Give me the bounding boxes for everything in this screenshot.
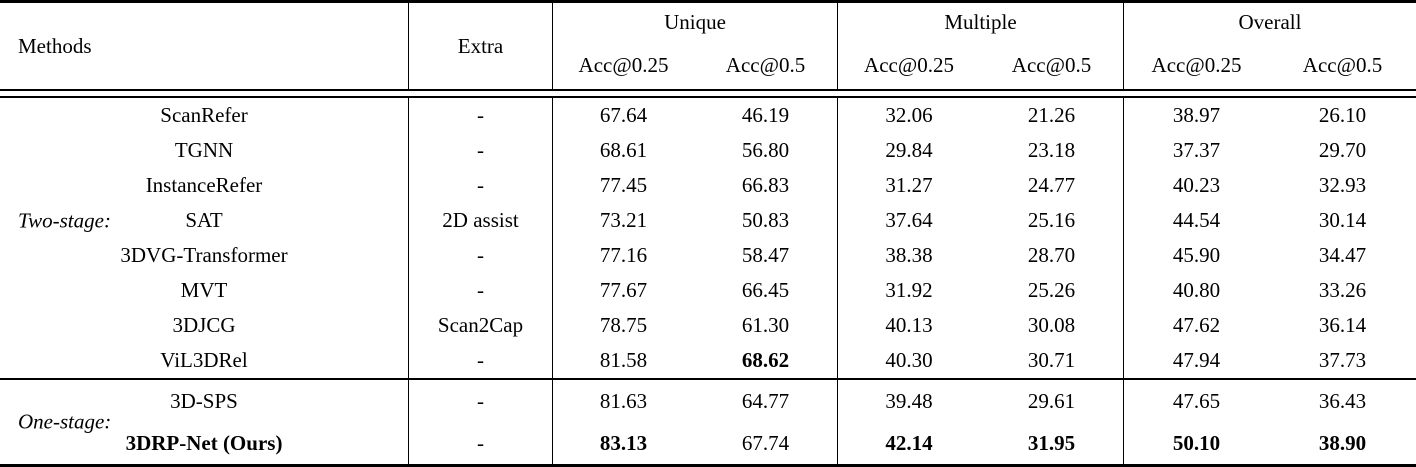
extra-value: - xyxy=(408,422,552,464)
multiple-acc025-value: 37.64 xyxy=(837,203,980,238)
method-name: ScanRefer xyxy=(160,103,248,127)
method-name: MVT xyxy=(180,278,228,302)
method-name: ViL3DRel xyxy=(160,348,248,372)
unique-acc025-value: 67.64 xyxy=(552,98,694,133)
multiple-acc025-value: 31.27 xyxy=(837,168,980,203)
multiple-acc05-value: 23.18 xyxy=(1027,138,1076,162)
overall-acc025-value: 47.65 xyxy=(1123,380,1269,422)
unique-acc025-value: 78.75 xyxy=(552,308,694,343)
stage-label-two-stage: Two-stage: xyxy=(18,208,111,233)
multiple-acc025-value: 40.30 xyxy=(837,343,980,378)
header-multiple-acc05: Acc@0.5 xyxy=(1011,52,1092,77)
overall-acc025-value: 38.97 xyxy=(1123,98,1269,133)
overall-acc05-value: 34.47 xyxy=(1318,243,1367,267)
method-name: TGNN xyxy=(174,138,234,162)
unique-acc025-value: 68.61 xyxy=(552,133,694,168)
overall-acc025-value: 47.94 xyxy=(1123,343,1269,378)
table-header: Methods Extra Unique Multiple Overall Ac… xyxy=(0,3,1416,89)
method-name: InstanceRefer xyxy=(145,173,263,197)
overall-acc05-value: 33.26 xyxy=(1318,278,1367,302)
unique-acc05-value: 46.19 xyxy=(741,103,790,127)
unique-acc05-value: 67.74 xyxy=(741,430,790,455)
multiple-acc025-value: 31.92 xyxy=(837,273,980,308)
header-extra: Extra xyxy=(408,3,552,89)
extra-value: - xyxy=(408,238,552,273)
header-group-multiple: Multiple xyxy=(837,3,1123,41)
method-name: 3DVG-Transformer xyxy=(120,243,288,267)
method-name: SAT xyxy=(185,208,223,232)
multiple-acc025-value: 42.14 xyxy=(837,422,980,464)
multiple-acc05-value: 25.26 xyxy=(1027,278,1076,302)
stage-label-one-stage: One-stage: xyxy=(18,409,112,434)
unique-acc05-value: 56.80 xyxy=(741,138,790,162)
unique-acc025-value: 77.45 xyxy=(552,168,694,203)
extra-value: 2D assist xyxy=(408,203,552,238)
multiple-acc05-value: 31.95 xyxy=(1027,430,1076,455)
unique-acc025-value: 81.63 xyxy=(552,380,694,422)
unique-acc05-value: 61.30 xyxy=(741,313,790,337)
unique-acc025-value: 81.58 xyxy=(552,343,694,378)
unique-acc05-value: 66.45 xyxy=(741,278,790,302)
multiple-acc025-value: 40.13 xyxy=(837,308,980,343)
overall-acc025-value: 45.90 xyxy=(1123,238,1269,273)
multiple-acc025-value: 38.38 xyxy=(837,238,980,273)
multiple-acc025-value: 29.84 xyxy=(837,133,980,168)
method-name: 3D-SPS xyxy=(170,388,238,413)
overall-acc025-value: 50.10 xyxy=(1123,422,1269,464)
unique-acc05-value: 68.62 xyxy=(741,348,790,372)
header-overall-acc025: Acc@0.25 xyxy=(1123,41,1269,89)
extra-value: - xyxy=(408,98,552,133)
header-double-rule xyxy=(0,89,1416,98)
overall-acc025-value: 44.54 xyxy=(1123,203,1269,238)
unique-acc025-value: 77.16 xyxy=(552,238,694,273)
multiple-acc05-value: 30.71 xyxy=(1027,348,1076,372)
multiple-acc05-value: 29.61 xyxy=(1027,388,1076,413)
multiple-acc05-value: 28.70 xyxy=(1027,243,1076,267)
overall-acc05-value: 26.10 xyxy=(1318,103,1367,127)
overall-acc025-value: 40.80 xyxy=(1123,273,1269,308)
extra-value: - xyxy=(408,343,552,378)
unique-acc05-value: 64.77 xyxy=(741,388,790,413)
overall-acc025-value: 37.37 xyxy=(1123,133,1269,168)
multiple-acc05-value: 25.16 xyxy=(1027,208,1076,232)
overall-acc025-value: 47.62 xyxy=(1123,308,1269,343)
header-multiple-acc025: Acc@0.25 xyxy=(837,41,980,89)
overall-acc05-value: 38.90 xyxy=(1318,430,1367,455)
extra-value: - xyxy=(408,273,552,308)
overall-acc05-value: 30.14 xyxy=(1318,208,1367,232)
extra-value: - xyxy=(408,168,552,203)
multiple-acc05-value: 30.08 xyxy=(1027,313,1076,337)
extra-value: - xyxy=(408,133,552,168)
unique-acc025-value: 83.13 xyxy=(552,422,694,464)
overall-acc05-value: 37.73 xyxy=(1318,348,1367,372)
method-name: 3DRP-Net (Ours) xyxy=(125,430,283,455)
unique-acc025-value: 73.21 xyxy=(552,203,694,238)
section-one-stage: One-stage: 3D-SPS - 81.63 64.77 39.48 29… xyxy=(0,378,1416,464)
overall-acc025-value: 40.23 xyxy=(1123,168,1269,203)
multiple-acc05-value: 24.77 xyxy=(1027,173,1076,197)
multiple-acc025-value: 32.06 xyxy=(837,98,980,133)
header-unique-acc05: Acc@0.5 xyxy=(725,52,806,77)
method-name: 3DJCG xyxy=(172,313,236,337)
multiple-acc05-value: 21.26 xyxy=(1027,103,1076,127)
overall-acc05-value: 36.14 xyxy=(1318,313,1367,337)
header-overall-acc05: Acc@0.5 xyxy=(1302,52,1383,77)
header-unique-acc025: Acc@0.25 xyxy=(552,41,694,89)
unique-acc05-value: 58.47 xyxy=(741,243,790,267)
unique-acc05-value: 66.83 xyxy=(741,173,790,197)
overall-acc05-value: 36.43 xyxy=(1318,388,1367,413)
multiple-acc025-value: 39.48 xyxy=(837,380,980,422)
section-two-stage: Two-stage: ScanRefer - 67.64 46.19 32.06… xyxy=(0,98,1416,378)
header-methods: Methods xyxy=(18,33,92,58)
extra-value: - xyxy=(408,380,552,422)
unique-acc025-value: 77.67 xyxy=(552,273,694,308)
overall-acc05-value: 29.70 xyxy=(1318,138,1367,162)
header-group-unique: Unique xyxy=(552,3,837,41)
header-group-overall: Overall xyxy=(1123,3,1416,41)
extra-value: Scan2Cap xyxy=(408,308,552,343)
unique-acc05-value: 50.83 xyxy=(741,208,790,232)
overall-acc05-value: 32.93 xyxy=(1318,173,1367,197)
